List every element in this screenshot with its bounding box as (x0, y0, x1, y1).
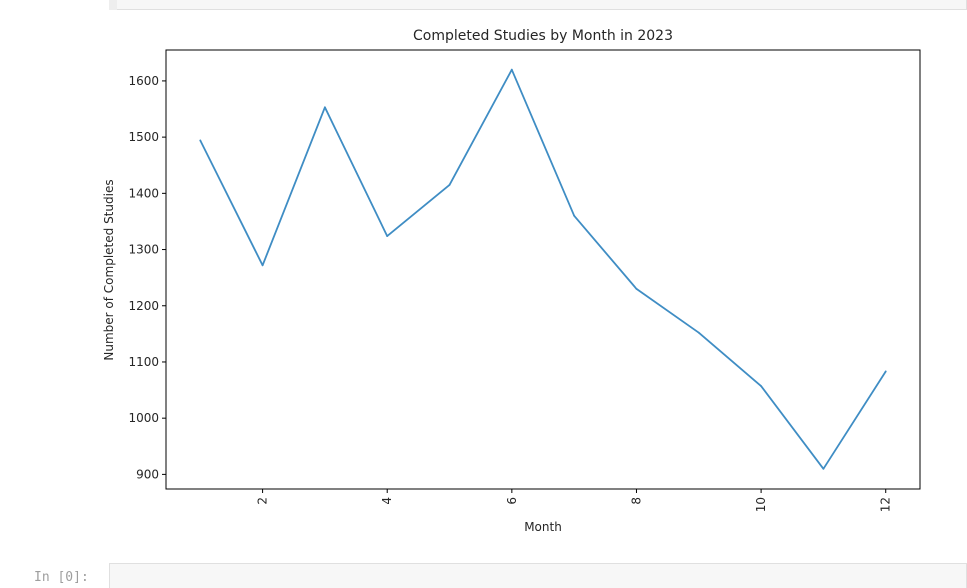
chart-title: Completed Studies by Month in 2023 (413, 28, 673, 44)
y-tick-label: 1100 (128, 355, 159, 369)
data-point (822, 467, 825, 470)
data-points (199, 68, 887, 470)
line-chart: Completed Studies by Month in 2023 2 4 6 8 1… (102, 28, 921, 534)
y-tick-label: 1600 (128, 74, 159, 88)
x-ticks: 2 4 6 8 10 12 (256, 489, 893, 512)
x-axis-label: Month (524, 520, 562, 534)
data-point (510, 68, 513, 71)
y-tick-label: 1200 (128, 299, 159, 313)
next-code-cell[interactable] (109, 563, 967, 588)
data-point (448, 184, 451, 186)
y-tick-label: 1000 (128, 411, 159, 425)
x-tick-label: 6 (505, 497, 519, 505)
data-point (760, 385, 762, 387)
y-ticks: 900 1000 1100 1200 1300 1400 1500 1600 (128, 74, 166, 481)
y-axis-label: Number of Completed Studies (102, 179, 116, 360)
cell-prompt: In [0]: (34, 570, 89, 585)
data-point (697, 331, 700, 334)
y-tick-label: 900 (136, 467, 159, 481)
data-point (199, 139, 202, 142)
previous-cell-gutter (109, 0, 117, 10)
x-tick-label: 4 (380, 497, 394, 505)
y-tick-label: 1500 (128, 130, 159, 144)
y-tick-label: 1400 (128, 186, 159, 200)
data-point (261, 264, 264, 267)
x-tick-label: 12 (879, 497, 893, 512)
data-point (635, 288, 638, 290)
x-tick-label: 8 (629, 497, 643, 505)
data-point (884, 370, 887, 373)
plot-frame (165, 49, 921, 490)
x-tick-label: 10 (754, 497, 768, 512)
series-line (199, 68, 887, 470)
y-tick-label: 1300 (128, 243, 159, 257)
x-tick-label: 2 (256, 497, 270, 505)
data-point (386, 235, 389, 238)
data-point (573, 214, 576, 217)
data-point (324, 106, 326, 109)
